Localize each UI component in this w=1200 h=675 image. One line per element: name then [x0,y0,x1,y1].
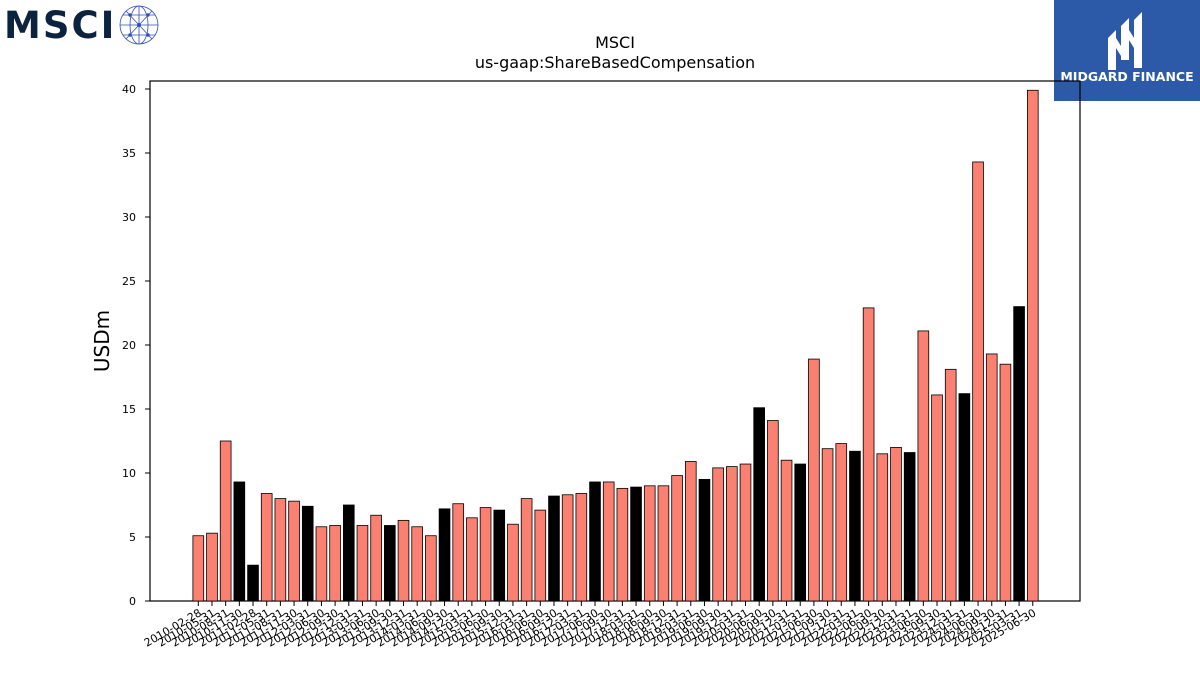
y-tick-label: 15 [122,403,136,416]
bar-2012-03-31 [301,505,314,602]
bar-2015-09-30 [493,509,506,602]
bar-2012-06-30 [315,526,328,602]
bar-2010-05-31 [206,532,218,602]
y-tick-label: 30 [122,211,136,224]
bar-2012-09-30 [329,525,341,602]
bar-2014-12-31 [452,503,465,602]
bar-2011-05-31 [260,493,273,602]
bar-2020-06-30 [753,407,765,602]
bar-2016-12-31 [561,494,574,602]
bar-2011-08-31 [274,498,287,602]
bar-2019-09-30 [712,467,724,602]
bar-2018-03-31 [630,486,642,602]
bar-2024-03-31 [958,393,971,602]
bar-2011-11-30 [288,500,300,602]
bar-2016-09-30 [548,495,560,602]
bar-2024-06-30 [972,161,984,602]
bar-2024-12-31 [999,363,1012,602]
bar-2017-09-30 [602,481,615,602]
bar-2010-02-28 [192,535,205,602]
bar-2021-03-31 [794,463,807,602]
bar-2020-03-31 [739,463,752,602]
bar-2022-09-30 [876,453,889,602]
bar-2012-12-31 [342,504,355,602]
bar-2017-03-31 [575,493,588,602]
bar-2016-03-31 [520,498,533,602]
bar-2013-06-30 [370,514,382,602]
bar-2014-03-31 [411,526,423,602]
y-axis-label: USDm [90,310,114,372]
bar-2020-12-31 [780,459,793,602]
bar-2018-09-30 [657,485,670,602]
x-axis: 2010-02-282010-05-312010-08-312010-11-30… [142,601,1038,650]
bar-2013-09-30 [384,525,396,602]
plot-frame [149,80,1081,602]
bar-2025-06-30 [1026,89,1039,602]
bar-2018-06-30 [643,485,656,602]
y-tick-label: 10 [122,467,136,480]
bar-2016-06-30 [534,509,547,602]
bar-2014-06-30 [425,535,437,602]
bar-2023-03-31 [903,452,916,602]
bar-2017-12-31 [616,487,629,602]
bar-2019-06-30 [698,478,711,602]
chart-title: MSCI [595,33,635,52]
bar-2023-12-31 [944,368,957,602]
msci-logo-text: MSCI [4,4,116,47]
bar-2021-12-31 [835,443,848,602]
bar-2023-09-30 [931,394,943,602]
y-tick-label: 20 [122,339,136,352]
bar-2019-03-31 [684,461,697,602]
bar-2014-09-30 [438,508,451,602]
y-tick-label: 35 [122,147,136,160]
bar-2013-03-31 [356,525,369,602]
y-tick-label: 40 [122,83,136,96]
bar-2015-03-31 [466,517,478,602]
y-tick-label: 25 [122,275,136,288]
bars-group [192,89,1039,602]
bar-2022-03-31 [849,450,861,602]
bar-2015-12-31 [507,523,519,602]
midgard-mark-icon [1108,12,1142,70]
bar-2010-11-30 [233,481,246,602]
bar-2013-12-31 [397,519,410,602]
bar-2019-12-31 [726,466,738,602]
bar-2011-02-28 [247,564,259,602]
bar-2021-09-30 [821,448,834,602]
y-axis: 0 5 10 15 20 25 30 35 40 [122,83,150,608]
bar-2023-06-30 [917,330,930,602]
bar-2018-12-31 [671,475,683,602]
y-tick-label: 5 [129,531,136,544]
bar-2017-06-30 [589,481,601,602]
bar-2021-06-30 [808,358,820,602]
bar-2010-08-31 [219,440,232,602]
bar-2025-03-31 [1013,306,1025,602]
bar-2022-06-30 [862,307,875,602]
globe-icon [119,5,159,45]
y-tick-label: 0 [129,595,136,608]
bar-2015-06-30 [479,507,492,602]
brand-text: MIDGARD FINANCE [1060,69,1193,84]
msci-logo: MSCI [4,4,159,47]
chart-subtitle: us-gaap:ShareBasedCompensation [475,53,755,72]
bar-2020-09-30 [767,420,779,602]
bar-2022-12-31 [890,446,902,602]
midgard-finance-logo: MIDGARD FINANCE [1054,0,1200,101]
bar-2024-09-30 [985,353,998,602]
